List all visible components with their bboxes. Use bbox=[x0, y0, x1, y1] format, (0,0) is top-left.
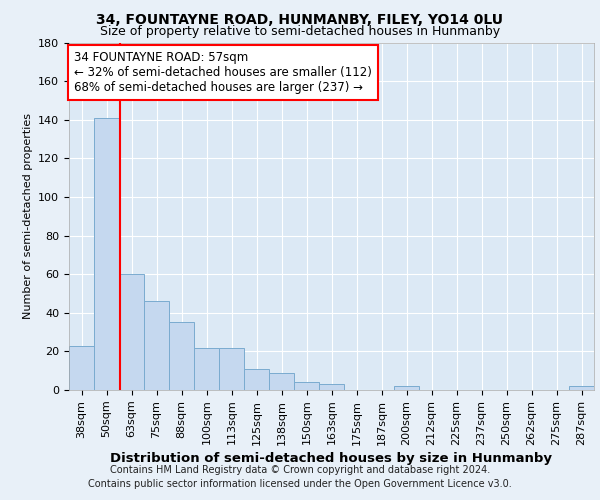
Bar bbox=[569, 386, 594, 390]
Y-axis label: Number of semi-detached properties: Number of semi-detached properties bbox=[23, 114, 32, 320]
Text: Size of property relative to semi-detached houses in Hunmanby: Size of property relative to semi-detach… bbox=[100, 25, 500, 38]
Bar bbox=[169, 322, 194, 390]
Text: Contains HM Land Registry data © Crown copyright and database right 2024.
Contai: Contains HM Land Registry data © Crown c… bbox=[88, 465, 512, 489]
Bar bbox=[319, 384, 344, 390]
Text: 34, FOUNTAYNE ROAD, HUNMANBY, FILEY, YO14 0LU: 34, FOUNTAYNE ROAD, HUNMANBY, FILEY, YO1… bbox=[97, 12, 503, 26]
Text: 34 FOUNTAYNE ROAD: 57sqm
← 32% of semi-detached houses are smaller (112)
68% of : 34 FOUNTAYNE ROAD: 57sqm ← 32% of semi-d… bbox=[74, 51, 372, 94]
Bar bbox=[144, 301, 169, 390]
Bar bbox=[269, 372, 294, 390]
Bar bbox=[119, 274, 144, 390]
Bar bbox=[219, 348, 244, 390]
Bar bbox=[94, 118, 119, 390]
Bar bbox=[194, 348, 219, 390]
Bar bbox=[394, 386, 419, 390]
X-axis label: Distribution of semi-detached houses by size in Hunmanby: Distribution of semi-detached houses by … bbox=[110, 452, 553, 465]
Bar bbox=[294, 382, 319, 390]
Bar bbox=[69, 346, 94, 390]
Bar bbox=[244, 369, 269, 390]
